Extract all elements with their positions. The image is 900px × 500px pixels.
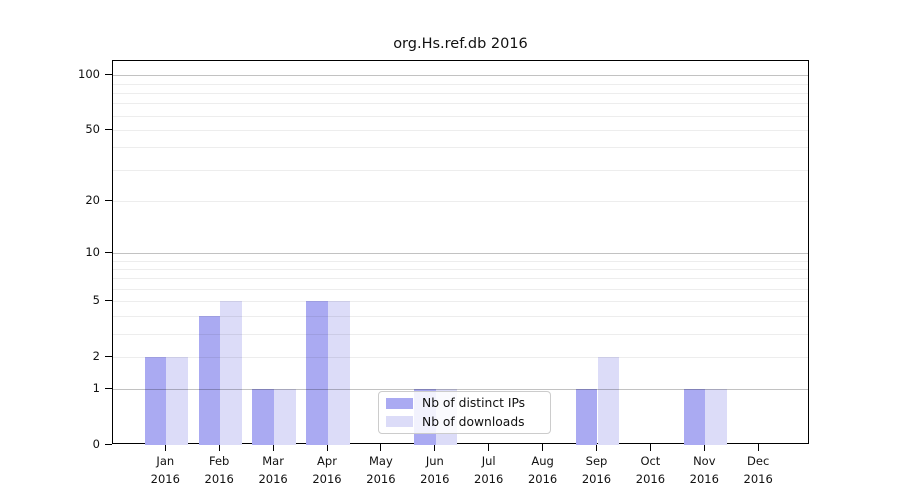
bar-nb-of-distinct-ips-mar [252,389,275,445]
gridline-80 [113,92,808,94]
x-tick-label-feb: Feb 2016 [204,454,234,486]
gridline-50 [113,129,808,131]
legend-label-downloads: Nb of downloads [422,414,525,429]
x-tick-label-jun: Jun 2016 [420,454,450,486]
gridline-9 [113,260,808,262]
x-tick-label-apr: Apr 2016 [312,454,342,486]
gridline-8 [113,268,808,270]
gridline-90 [113,83,808,85]
gridline-30 [113,169,808,171]
x-tick-may [380,444,382,451]
x-tick-mar [272,444,274,451]
gridline-3 [113,333,808,335]
y-tick-label-100: 100 [78,67,100,82]
gridline-5 [113,301,808,303]
bar-nb-of-downloads-nov [705,389,727,445]
x-tick-label-mar: Mar 2016 [258,454,288,486]
x-tick-oct [649,444,651,451]
x-tick-apr [326,444,328,451]
x-tick-jan [164,444,166,451]
y-tick-label-2: 2 [92,348,100,363]
y-tick-0 [105,444,112,445]
gridline-7 [113,278,808,280]
bar-nb-of-downloads-mar [274,389,296,445]
y-tick-label-1: 1 [92,381,100,396]
plot-area [112,60,809,445]
y-tick-20 [105,200,112,202]
bar-nb-of-downloads-apr [328,301,350,445]
bar-nb-of-downloads-feb [220,301,242,445]
x-tick-sep [596,444,597,451]
gridline-10 [113,252,808,254]
x-tick-label-dec: Dec 2016 [743,454,773,486]
legend-swatch-distinct-ips [386,397,413,409]
y-tick-label-0: 0 [92,437,100,451]
x-tick-jul [488,444,490,451]
gridline-2 [113,356,808,358]
x-tick-label-may: May 2016 [366,454,396,486]
x-tick-dec [757,444,759,451]
legend-swatch-downloads [386,416,413,428]
bar-nb-of-distinct-ips-jan [144,356,167,445]
y-tick-label-50: 50 [85,121,100,136]
bar-nb-of-distinct-ips-sep [575,389,598,445]
y-tick-50 [105,128,112,130]
bar-nb-of-distinct-ips-feb [198,316,221,445]
gridline-100 [113,75,808,77]
legend-label-distinct-ips: Nb of distinct IPs [422,396,526,411]
x-tick-label-aug: Aug 2016 [527,454,558,486]
y-tick-100 [105,74,112,76]
x-tick-jun [434,444,436,451]
y-tick-2 [105,355,112,357]
y-tick-label-5: 5 [92,293,100,308]
x-tick-nov [703,444,705,451]
x-tick-label-jan: Jan 2016 [150,454,180,486]
y-tick-10 [105,251,112,253]
legend-entry-distinct-ips: Nb of distinct IPs [386,395,543,412]
chart-title: org.Hs.ref.db 2016 [393,36,528,52]
x-tick-label-jul: Jul 2016 [474,454,504,486]
bar-nb-of-distinct-ips-apr [306,301,328,445]
gridline-6 [113,289,808,291]
gridline-60 [113,115,808,117]
y-tick-label-20: 20 [85,193,100,208]
x-tick-label-nov: Nov 2016 [689,454,719,486]
gridline-1 [113,389,808,391]
bar-nb-of-downloads-sep [597,356,620,445]
bar-nb-of-downloads-jan [166,356,188,445]
x-tick-feb [218,444,220,451]
y-tick-label-10: 10 [85,244,100,259]
bar-nb-of-distinct-ips-nov [683,389,706,445]
gridline-4 [113,316,808,318]
gridline-40 [113,147,808,149]
gridline-20 [113,201,808,203]
legend-entry-downloads: Nb of downloads [386,414,543,431]
y-tick-1 [105,388,112,390]
x-tick-label-oct: Oct 2016 [635,454,666,486]
y-tick-5 [105,300,112,302]
x-tick-aug [542,444,544,451]
legend: Nb of distinct IPs Nb of downloads [378,391,551,434]
x-tick-label-sep: Sep 2016 [581,454,612,486]
gridline-70 [113,103,808,105]
